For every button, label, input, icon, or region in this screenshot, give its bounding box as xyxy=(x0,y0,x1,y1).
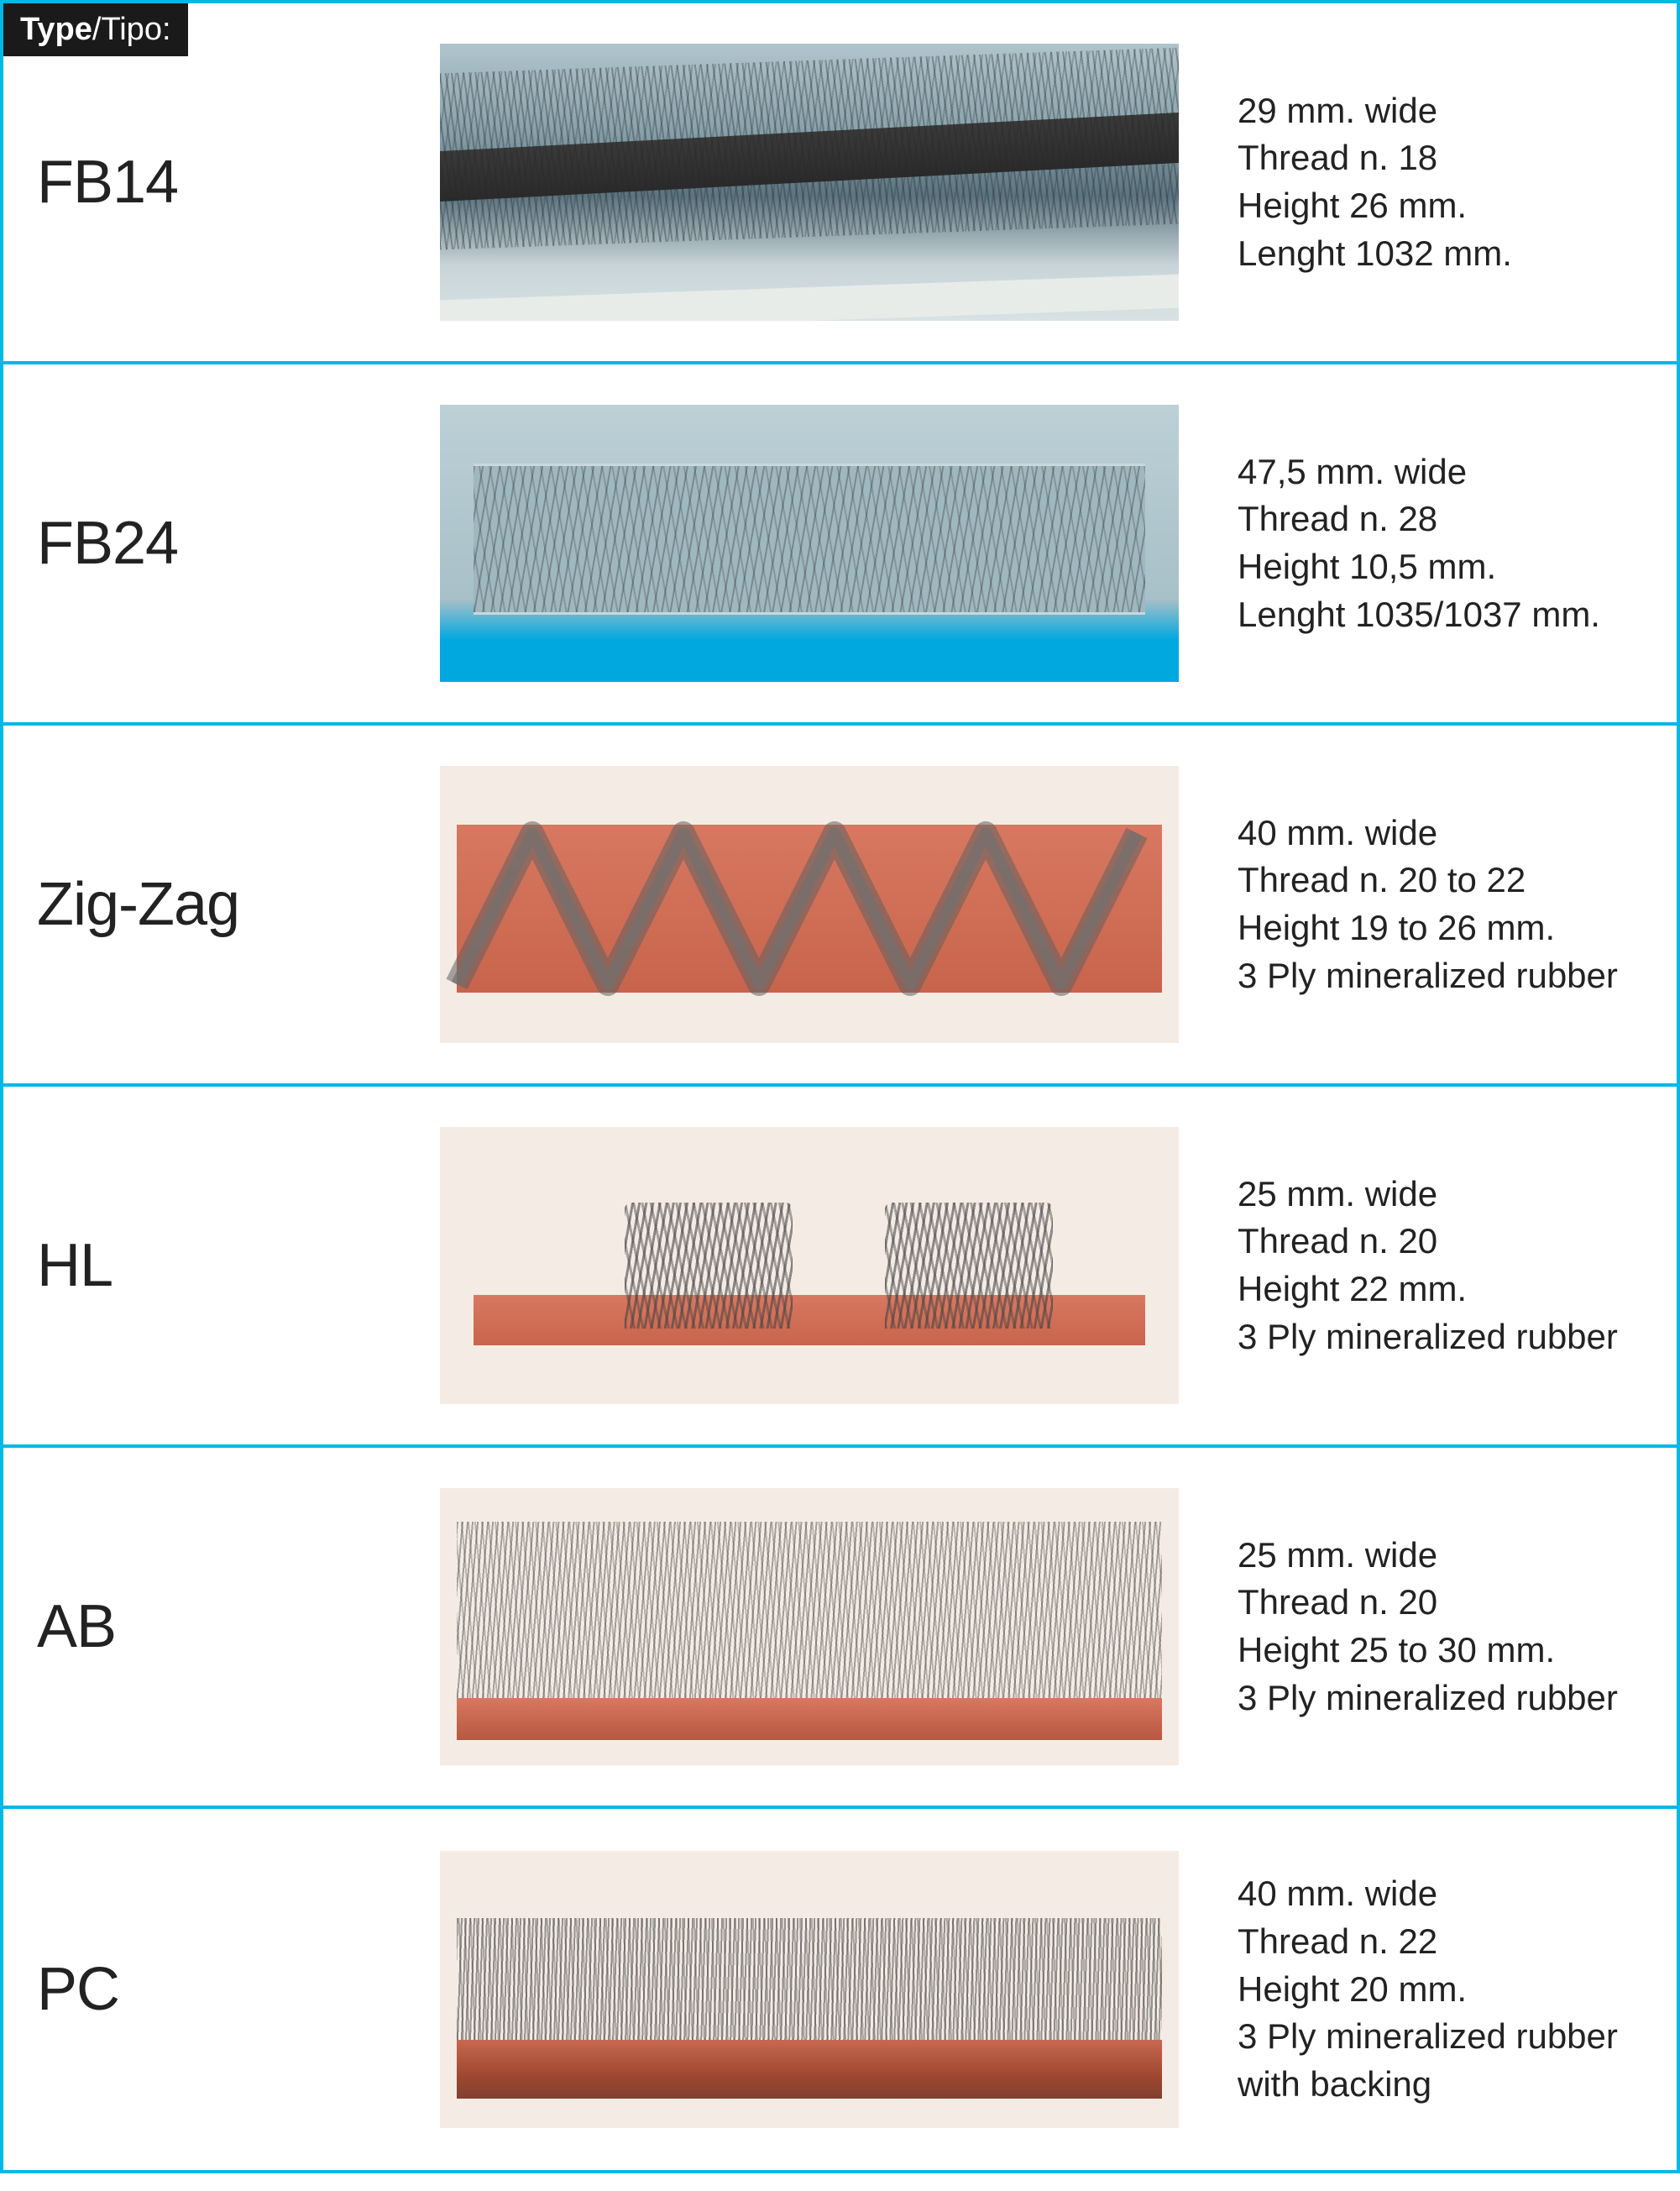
row-image xyxy=(423,1114,1196,1417)
spec-line: 25 mm. wide xyxy=(1238,1171,1651,1219)
product-image-pc xyxy=(440,1851,1179,2128)
spec-line: Height 20 mm. xyxy=(1238,1966,1651,2014)
row-hl: HL 25 mm. wide Thread n. 20 Height 22 mm… xyxy=(3,1087,1677,1448)
product-image-fb24 xyxy=(440,405,1179,682)
row-image xyxy=(423,1476,1196,1778)
spec-line: Height 26 mm. xyxy=(1238,182,1651,230)
spec-line: Height 22 mm. xyxy=(1238,1266,1651,1313)
spec-line: Thread n. 20 xyxy=(1238,1579,1651,1627)
spec-line: 3 Ply mineralized rubber xyxy=(1238,1675,1651,1722)
type-badge: Type/Tipo: xyxy=(3,3,188,56)
row-image xyxy=(423,1838,1196,2141)
spec-line: Lenght 1032 mm. xyxy=(1238,230,1651,278)
row-pc: PC 40 mm. wide Thread n. 22 Height 20 mm… xyxy=(3,1809,1677,2170)
spec-line: 3 Ply mineralized rubber with backing xyxy=(1238,2013,1651,2108)
spec-line: 40 mm. wide xyxy=(1238,1870,1651,1918)
row-fb24: FB24 47,5 mm. wide Thread n. 28 Height 1… xyxy=(3,364,1677,726)
spec-line: Height 19 to 26 mm. xyxy=(1238,904,1651,952)
spec-line: Thread n. 28 xyxy=(1238,495,1651,543)
spec-line: Thread n. 18 xyxy=(1238,134,1651,182)
spec-line: 3 Ply mineralized rubber xyxy=(1238,952,1651,1000)
row-image xyxy=(423,753,1196,1056)
badge-bold: Type xyxy=(20,12,92,47)
row-label: PC xyxy=(29,1955,423,2024)
product-image-hl xyxy=(440,1127,1179,1404)
spec-line: Thread n. 20 to 22 xyxy=(1238,857,1651,904)
row-image xyxy=(423,31,1196,333)
row-label: Zig-Zag xyxy=(29,870,423,939)
row-ab: AB 25 mm. wide Thread n. 20 Height 25 to… xyxy=(3,1448,1677,1809)
row-image xyxy=(423,392,1196,695)
product-image-ab xyxy=(440,1488,1179,1765)
row-label: HL xyxy=(29,1231,423,1300)
row-specs: 25 mm. wide Thread n. 20 Height 25 to 30… xyxy=(1196,1532,1651,1722)
row-specs: 40 mm. wide Thread n. 22 Height 20 mm. 3… xyxy=(1196,1870,1651,2108)
spec-line: Height 10,5 mm. xyxy=(1238,543,1651,591)
row-specs: 25 mm. wide Thread n. 20 Height 22 mm. 3… xyxy=(1196,1171,1651,1361)
row-specs: 29 mm. wide Thread n. 18 Height 26 mm. L… xyxy=(1196,87,1651,278)
spec-line: 47,5 mm. wide xyxy=(1238,448,1651,496)
badge-sep: / xyxy=(92,12,102,47)
catalog-page: Type/Tipo: FB14 29 mm. wide Thread n. 18… xyxy=(0,0,1680,2173)
spec-line: 40 mm. wide xyxy=(1238,810,1651,857)
spec-line: Thread n. 22 xyxy=(1238,1918,1651,1966)
row-zigzag: Zig-Zag 40 mm. wide Thread n. 20 to 22 H… xyxy=(3,726,1677,1087)
row-fb14: FB14 29 mm. wide Thread n. 18 Height 26 … xyxy=(3,3,1677,364)
row-label: FB14 xyxy=(29,148,423,217)
row-specs: 47,5 mm. wide Thread n. 28 Height 10,5 m… xyxy=(1196,448,1651,639)
row-specs: 40 mm. wide Thread n. 20 to 22 Height 19… xyxy=(1196,810,1651,1000)
spec-line: 25 mm. wide xyxy=(1238,1532,1651,1580)
product-image-zigzag xyxy=(440,766,1179,1043)
spec-line: Thread n. 20 xyxy=(1238,1218,1651,1266)
spec-line: 3 Ply mineralized rubber xyxy=(1238,1313,1651,1361)
badge-normal: Tipo: xyxy=(101,12,170,47)
row-label: FB24 xyxy=(29,509,423,578)
spec-line: Lenght 1035/1037 mm. xyxy=(1238,591,1651,639)
spec-line: 29 mm. wide xyxy=(1238,87,1651,135)
spec-line: Height 25 to 30 mm. xyxy=(1238,1627,1651,1675)
product-image-fb14 xyxy=(440,44,1179,321)
row-label: AB xyxy=(29,1592,423,1661)
